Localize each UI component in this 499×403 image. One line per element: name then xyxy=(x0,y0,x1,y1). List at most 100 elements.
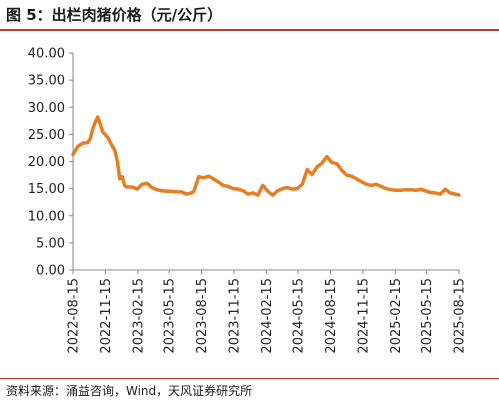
data-point xyxy=(146,182,148,184)
x-tick-label: 2023-08-15 xyxy=(195,278,210,354)
data-point xyxy=(124,185,126,187)
data-point xyxy=(326,156,328,158)
price-line-chart: 0.00 5.00 10.00 15.00 20.00 25.00 30.00 35.00 40… xyxy=(28,47,468,354)
data-point xyxy=(161,190,163,192)
data-point xyxy=(257,194,259,196)
data-point xyxy=(242,190,244,192)
data-point xyxy=(198,176,200,178)
data-point xyxy=(185,193,187,195)
y-tick-label: 15.00 xyxy=(28,182,65,197)
data-point xyxy=(405,189,407,191)
figure-title: 图 5：出栏肉猪价格（元/公斤） xyxy=(6,6,223,24)
data-point xyxy=(375,183,377,185)
footer-divider xyxy=(0,378,499,379)
data-point xyxy=(116,161,118,162)
data-point xyxy=(385,188,387,190)
y-tick-label: 30.00 xyxy=(28,101,65,116)
data-point xyxy=(449,192,451,194)
data-point xyxy=(360,181,362,183)
data-point xyxy=(316,166,318,168)
data-point xyxy=(92,128,94,130)
data-point xyxy=(410,189,412,191)
data-point xyxy=(193,190,195,192)
data-point xyxy=(346,174,348,176)
x-tick-label: 2023-11-15 xyxy=(227,278,242,354)
data-point xyxy=(430,191,431,193)
data-point xyxy=(151,187,153,188)
data-point xyxy=(87,142,89,143)
data-point xyxy=(252,192,254,194)
data-point xyxy=(136,188,138,190)
x-axis: 2022-08-15 2022-11-15 2023-02-15 2023-05-15… xyxy=(67,269,468,354)
data-point xyxy=(111,145,113,147)
data-point xyxy=(237,188,239,190)
x-tick-label: 2025-05-15 xyxy=(420,278,435,354)
data-point xyxy=(121,176,123,178)
title-divider xyxy=(0,29,499,31)
data-point xyxy=(370,184,372,186)
x-tick-label: 2023-02-15 xyxy=(131,278,146,354)
data-point xyxy=(131,186,133,188)
x-tick-label: 2022-08-15 xyxy=(67,278,82,354)
data-point xyxy=(99,123,101,124)
data-point xyxy=(291,188,293,190)
x-tick-label: 2025-02-15 xyxy=(389,278,404,354)
data-point xyxy=(365,183,367,185)
data-point xyxy=(425,190,426,192)
y-tick-label: 10.00 xyxy=(28,209,65,224)
y-axis: 0.00 5.00 10.00 15.00 20.00 25.00 30.00 35.00 40… xyxy=(28,47,74,279)
data-point xyxy=(267,190,269,192)
data-point xyxy=(331,162,333,164)
data-point xyxy=(301,183,303,185)
y-tick-label: 40.00 xyxy=(28,47,65,62)
x-tick-label: 2024-05-15 xyxy=(292,278,307,354)
data-point xyxy=(97,116,99,118)
data-point xyxy=(395,189,397,191)
data-point xyxy=(356,178,357,180)
data-point xyxy=(296,188,298,190)
data-point xyxy=(213,178,214,180)
data-point xyxy=(439,193,441,195)
data-point xyxy=(141,183,143,185)
data-point xyxy=(454,193,456,195)
data-point xyxy=(321,162,323,164)
data-point xyxy=(89,138,91,140)
data-point xyxy=(72,153,74,155)
data-point xyxy=(420,188,422,190)
data-point xyxy=(218,181,219,183)
data-point xyxy=(82,142,84,144)
y-tick-label: 35.00 xyxy=(28,74,65,89)
x-tick-label: 2025-08-15 xyxy=(453,278,468,354)
data-point xyxy=(434,192,436,194)
y-tick-label: 5.00 xyxy=(36,236,65,251)
y-tick-label: 0.00 xyxy=(36,264,65,279)
data-point xyxy=(208,175,210,177)
data-point xyxy=(282,188,284,190)
series-line-0 xyxy=(71,115,461,197)
data-point xyxy=(351,175,353,177)
data-point xyxy=(390,189,392,191)
data-point xyxy=(171,190,173,192)
data-point xyxy=(126,186,128,188)
data-point xyxy=(272,194,274,196)
data-point xyxy=(181,191,182,193)
y-tick-label: 20.00 xyxy=(28,155,65,170)
data-point xyxy=(227,186,229,187)
data-point xyxy=(119,178,121,180)
data-point xyxy=(336,163,338,165)
data-point xyxy=(114,150,116,152)
data-point xyxy=(107,136,108,138)
data-point xyxy=(166,190,168,192)
x-tick-label: 2022-11-15 xyxy=(99,278,114,354)
data-point xyxy=(415,189,417,191)
data-point xyxy=(156,189,158,191)
series xyxy=(71,115,461,197)
data-point xyxy=(247,193,249,195)
data-point xyxy=(277,190,279,192)
data-point xyxy=(444,188,446,190)
data-point xyxy=(262,184,264,186)
source-note: 资料来源：涌益咨询，Wind，天风证券研究所 xyxy=(6,384,253,398)
data-point xyxy=(77,145,79,147)
data-point xyxy=(203,177,205,179)
x-tick-label: 2024-11-15 xyxy=(356,278,371,354)
